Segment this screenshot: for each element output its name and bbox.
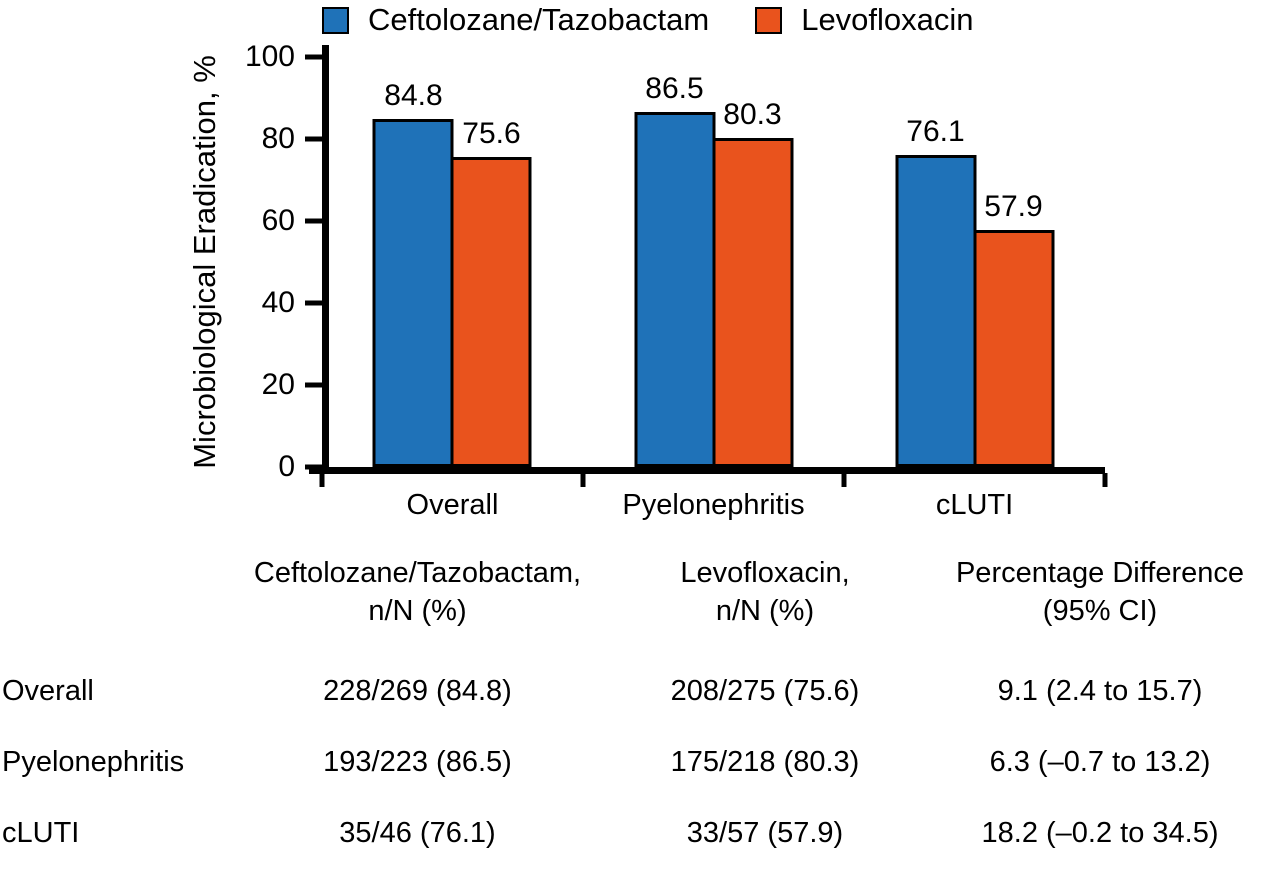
bar-value-label: 76.1 <box>906 115 965 148</box>
table-header-empty <box>0 555 225 656</box>
y-axis-tick-label: 20 <box>261 368 295 401</box>
x-axis-label-cluti: cLUTI <box>935 489 1014 521</box>
x-axis-line <box>309 467 1105 474</box>
table-cell-cluti-diff: 18.2 (–0.2 to 34.5) <box>981 817 1219 850</box>
table-header-ceftolozane-tazobactam: Ceftolozane/Tazobactam, n/N (%) <box>253 557 582 627</box>
table-cell-overall-ct: 228/269 (84.8) <box>323 675 512 708</box>
table-row-label-pyelonephritis: Pyelonephritis <box>2 746 185 779</box>
bar-levofloxacin-overall: 75.6 <box>450 117 532 467</box>
table-header-levofloxacin: Levofloxacin, n/N (%) <box>680 557 850 627</box>
bar-group-pyelonephritis: 86.5 80.3 <box>634 72 793 467</box>
legend-label-levofloxacin: Levofloxacin <box>801 2 974 37</box>
y-axis-tick-label: 40 <box>261 286 295 319</box>
bar-ceftolozane-tazobactam-cluti: 76.1 <box>895 115 976 467</box>
x-axis-tick <box>580 473 586 487</box>
x-axis-label-overall: Overall <box>406 489 499 521</box>
x-axis-tick <box>1102 473 1108 487</box>
table-header-percentage-difference: Percentage Difference (95% CI) <box>955 557 1245 627</box>
y-axis-line <box>322 45 329 467</box>
y-axis-tick <box>305 218 322 224</box>
y-axis-tick-label: 60 <box>261 204 295 237</box>
bar-value-label: 57.9 <box>984 189 1043 223</box>
y-axis-tick <box>305 54 322 60</box>
bar-value-label: 84.8 <box>384 79 443 113</box>
table-row-label-overall: Overall <box>2 675 94 708</box>
x-axis-tick <box>319 473 325 487</box>
y-axis-tick-label: 100 <box>244 40 295 73</box>
bar-ceftolozane-tazobactam-overall: 84.8 <box>372 79 454 467</box>
bar-value-label: 80.3 <box>723 97 782 131</box>
table-cell-overall-levo: 208/275 (75.6) <box>670 675 860 708</box>
bar-levofloxacin-pyelonephritis: 80.3 <box>712 98 793 467</box>
table-cell-pyelonephritis-ct: 193/223 (86.5) <box>323 746 512 779</box>
table-cell-cluti-levo: 33/57 (57.9) <box>686 817 844 850</box>
plot-area: 0 20 40 60 80 100 84.8 75.6 Overall 86.5 80.3 Pyelo… <box>245 42 1108 521</box>
table-cell-cluti-ct: 35/46 (76.1) <box>339 817 496 850</box>
results-table-grid: Ceftolozane/Tazobactam, n/N (%) Levoflox… <box>0 555 1280 869</box>
bar-group-overall: 84.8 75.6 <box>372 79 532 467</box>
legend-swatch-levofloxacin <box>755 6 783 34</box>
bar-levofloxacin-cluti: 57.9 <box>973 190 1054 467</box>
chart-legend: Ceftolozane/Tazobactam Levofloxacin <box>322 2 1020 38</box>
bar-ceftolozane-tazobactam-pyelonephritis: 86.5 <box>634 72 715 467</box>
bar-value-label: 86.5 <box>645 72 704 106</box>
bar-value-label: 75.6 <box>462 117 521 151</box>
legend-label-ceftolozane-tazobactam: Ceftolozane/Tazobactam <box>368 2 710 37</box>
bar-group-cluti: 76.1 57.9 <box>895 115 1054 467</box>
y-axis-tick-label: 80 <box>261 122 295 155</box>
x-axis-label-pyelonephritis: Pyelonephritis <box>622 489 805 521</box>
y-axis-title: Microbiological Eradication, % <box>187 55 222 469</box>
y-axis-tick <box>305 382 322 388</box>
legend-item-levofloxacin: Levofloxacin <box>755 2 974 38</box>
table-cell-pyelonephritis-diff: 6.3 (–0.7 to 13.2) <box>989 746 1211 779</box>
y-axis-tick <box>305 136 322 142</box>
legend-swatch-ceftolozane-tazobactam <box>322 6 349 34</box>
y-axis-tick <box>305 300 322 306</box>
table-cell-pyelonephritis-levo: 175/218 (80.3) <box>670 746 860 779</box>
y-axis-tick <box>305 464 322 470</box>
x-axis-tick <box>841 473 847 487</box>
table-row-label-cluti: cLUTI <box>2 817 80 850</box>
y-axis-tick-label: 0 <box>278 450 295 483</box>
table-cell-overall-diff: 9.1 (2.4 to 15.7) <box>997 675 1203 708</box>
results-table: Ceftolozane/Tazobactam, n/N (%) Levoflox… <box>0 555 1280 869</box>
legend-item-ceftolozane-tazobactam: Ceftolozane/Tazobactam <box>322 2 709 38</box>
